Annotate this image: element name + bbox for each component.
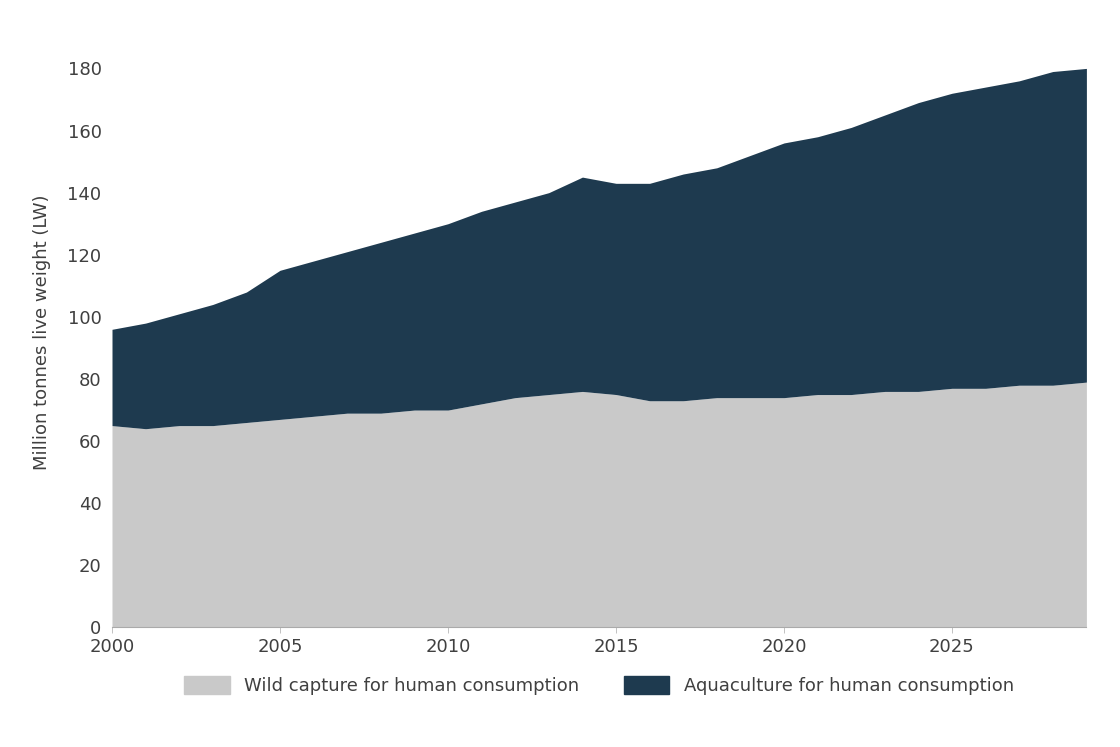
Y-axis label: Million tonnes live weight (LW): Million tonnes live weight (LW) (32, 195, 50, 470)
Legend: Wild capture for human consumption, Aquaculture for human consumption: Wild capture for human consumption, Aqua… (185, 676, 1014, 695)
